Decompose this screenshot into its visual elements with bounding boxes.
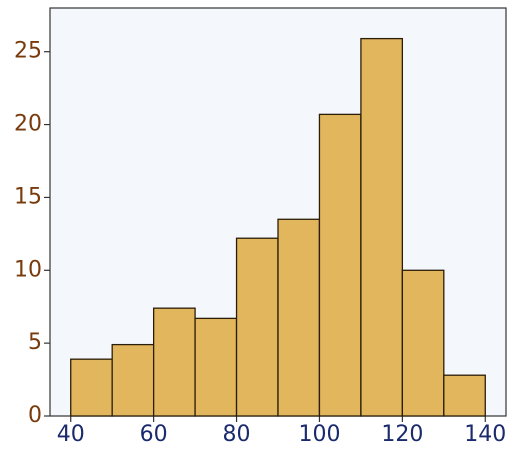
x-tick-label: 40	[57, 422, 85, 447]
bar	[235, 237, 279, 417]
bar	[443, 374, 486, 417]
bar	[194, 317, 238, 417]
x-tick-label: 80	[223, 422, 251, 447]
x-tick-label: 140	[464, 422, 506, 447]
bar	[70, 358, 113, 417]
bar	[152, 307, 196, 417]
bar	[111, 343, 155, 417]
y-tick-label: 10	[14, 257, 42, 282]
bar	[318, 113, 362, 417]
x-tick-label: 120	[381, 422, 423, 447]
y-tick-label: 25	[14, 39, 42, 64]
bar	[401, 269, 445, 417]
bar	[360, 37, 404, 417]
y-tick-label: 5	[28, 330, 42, 355]
y-tick-label: 0	[28, 403, 42, 428]
y-tick-label: 20	[14, 112, 42, 137]
x-tick-label: 60	[140, 422, 168, 447]
x-tick-label: 100	[298, 422, 340, 447]
bar	[277, 218, 321, 417]
y-tick-label: 15	[14, 184, 42, 209]
